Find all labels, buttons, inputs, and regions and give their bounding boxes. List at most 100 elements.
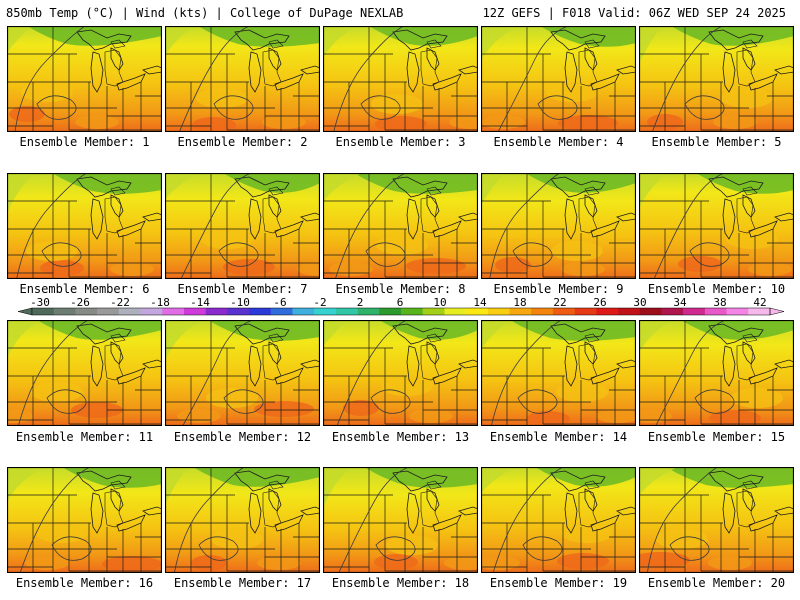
colorbar-swatch — [444, 308, 466, 315]
colorbar-swatch — [249, 308, 271, 315]
member-label: Ensemble Member: 4 — [481, 135, 636, 149]
colorbar-tick-label: -22 — [110, 296, 130, 309]
colorbar-swatch — [54, 308, 76, 315]
member-label: Ensemble Member: 3 — [323, 135, 478, 149]
member-map-14 — [481, 320, 636, 426]
colorbar-tick-label: -2 — [313, 296, 326, 309]
member-map-6 — [7, 173, 162, 279]
colorbar-swatch — [727, 308, 749, 315]
member-label: Ensemble Member: 17 — [165, 576, 320, 590]
colorbar-swatch — [596, 308, 618, 315]
colorbar-swatch — [748, 308, 770, 315]
member-label: Ensemble Member: 5 — [639, 135, 794, 149]
temperature-map — [481, 467, 636, 573]
colorbar-tick-label: 2 — [357, 296, 364, 309]
colorbar-swatch — [640, 308, 662, 315]
colorbar-tick-label: -10 — [230, 296, 250, 309]
member-map-7 — [165, 173, 320, 279]
temperature-map — [639, 26, 794, 132]
member-map-9 — [481, 173, 636, 279]
member-label: Ensemble Member: 14 — [481, 430, 636, 444]
colorbar-swatch — [358, 308, 380, 315]
colorbar-swatch — [379, 308, 401, 315]
member-label: Ensemble Member: 13 — [323, 430, 478, 444]
colorbar-tick-label: 22 — [553, 296, 566, 309]
temperature-map — [481, 26, 636, 132]
colorbar-swatch — [683, 308, 705, 315]
colorbar-swatch — [553, 308, 575, 315]
colorbar-swatch — [206, 308, 228, 315]
member-map-18 — [323, 467, 478, 573]
member-label: Ensemble Member: 2 — [165, 135, 320, 149]
colorbar-tick-label: -14 — [190, 296, 210, 309]
member-label: Ensemble Member: 6 — [7, 282, 162, 296]
temperature-map — [7, 467, 162, 573]
colorbar-swatch — [336, 308, 358, 315]
member-label: Ensemble Member: 1 — [7, 135, 162, 149]
member-label: Ensemble Member: 10 — [639, 282, 794, 296]
member-label: Ensemble Member: 8 — [323, 282, 478, 296]
colorbar-swatch — [531, 308, 553, 315]
member-label: Ensemble Member: 7 — [165, 282, 320, 296]
colorbar-tick-label: -18 — [150, 296, 170, 309]
temperature-map — [323, 467, 478, 573]
colorbar-tick-label: -30 — [30, 296, 50, 309]
member-label: Ensemble Member: 11 — [7, 430, 162, 444]
member-map-3 — [323, 26, 478, 132]
temperature-map — [639, 173, 794, 279]
temperature-map — [165, 26, 320, 132]
colorbar-swatch — [227, 308, 249, 315]
valid-time: 12Z GEFS | F018 Valid: 06Z WED SEP 24 20… — [483, 6, 786, 20]
temperature-map — [165, 320, 320, 426]
member-map-13 — [323, 320, 478, 426]
member-map-20 — [639, 467, 794, 573]
temperature-map — [639, 467, 794, 573]
member-label: Ensemble Member: 20 — [639, 576, 794, 590]
colorbar-swatch — [162, 308, 184, 315]
temperature-map — [481, 320, 636, 426]
member-map-5 — [639, 26, 794, 132]
member-label: Ensemble Member: 12 — [165, 430, 320, 444]
temperature-map — [7, 173, 162, 279]
member-map-4 — [481, 26, 636, 132]
colorbar-swatch — [314, 308, 336, 315]
member-label: Ensemble Member: 9 — [481, 282, 636, 296]
colorbar-swatch — [75, 308, 97, 315]
colorbar-swatch — [292, 308, 314, 315]
colorbar-swatch — [119, 308, 141, 315]
member-label: Ensemble Member: 18 — [323, 576, 478, 590]
colorbar-swatch — [32, 308, 54, 315]
member-map-19 — [481, 467, 636, 573]
colorbar-tick-label: 26 — [593, 296, 606, 309]
colorbar-tick-label: 6 — [397, 296, 404, 309]
member-map-12 — [165, 320, 320, 426]
colorbar-swatch — [401, 308, 423, 315]
member-map-11 — [7, 320, 162, 426]
colorbar-tick-label: 42 — [753, 296, 766, 309]
member-label: Ensemble Member: 19 — [481, 576, 636, 590]
member-map-2 — [165, 26, 320, 132]
temperature-map — [323, 320, 478, 426]
member-map-16 — [7, 467, 162, 573]
colorbar-swatch — [97, 308, 119, 315]
colorbar-tick-label: 34 — [673, 296, 687, 309]
member-label: Ensemble Member: 16 — [7, 576, 162, 590]
member-map-8 — [323, 173, 478, 279]
temperature-map — [7, 26, 162, 132]
colorbar-swatch — [184, 308, 206, 315]
colorbar-tick-label: 10 — [433, 296, 446, 309]
member-map-1 — [7, 26, 162, 132]
temperature-map — [639, 320, 794, 426]
colorbar-tick-label: -26 — [70, 296, 90, 309]
colorbar-tick-label: 14 — [473, 296, 487, 309]
colorbar-tick-label: 18 — [513, 296, 526, 309]
temperature-colorbar: -30 -26 -22 -18 -14 -10 -6 -2 2 6 10 14 18 22 26 30 34 38… — [4, 296, 796, 320]
member-label: Ensemble Member: 15 — [639, 430, 794, 444]
colorbar-tick-label: 30 — [633, 296, 646, 309]
member-map-17 — [165, 467, 320, 573]
colorbar-swatch — [141, 308, 163, 315]
colorbar-swatch — [575, 308, 597, 315]
temperature-map — [7, 320, 162, 426]
map-title: 850mb Temp (°C) | Wind (kts) | College o… — [6, 6, 403, 20]
temperature-map — [481, 173, 636, 279]
